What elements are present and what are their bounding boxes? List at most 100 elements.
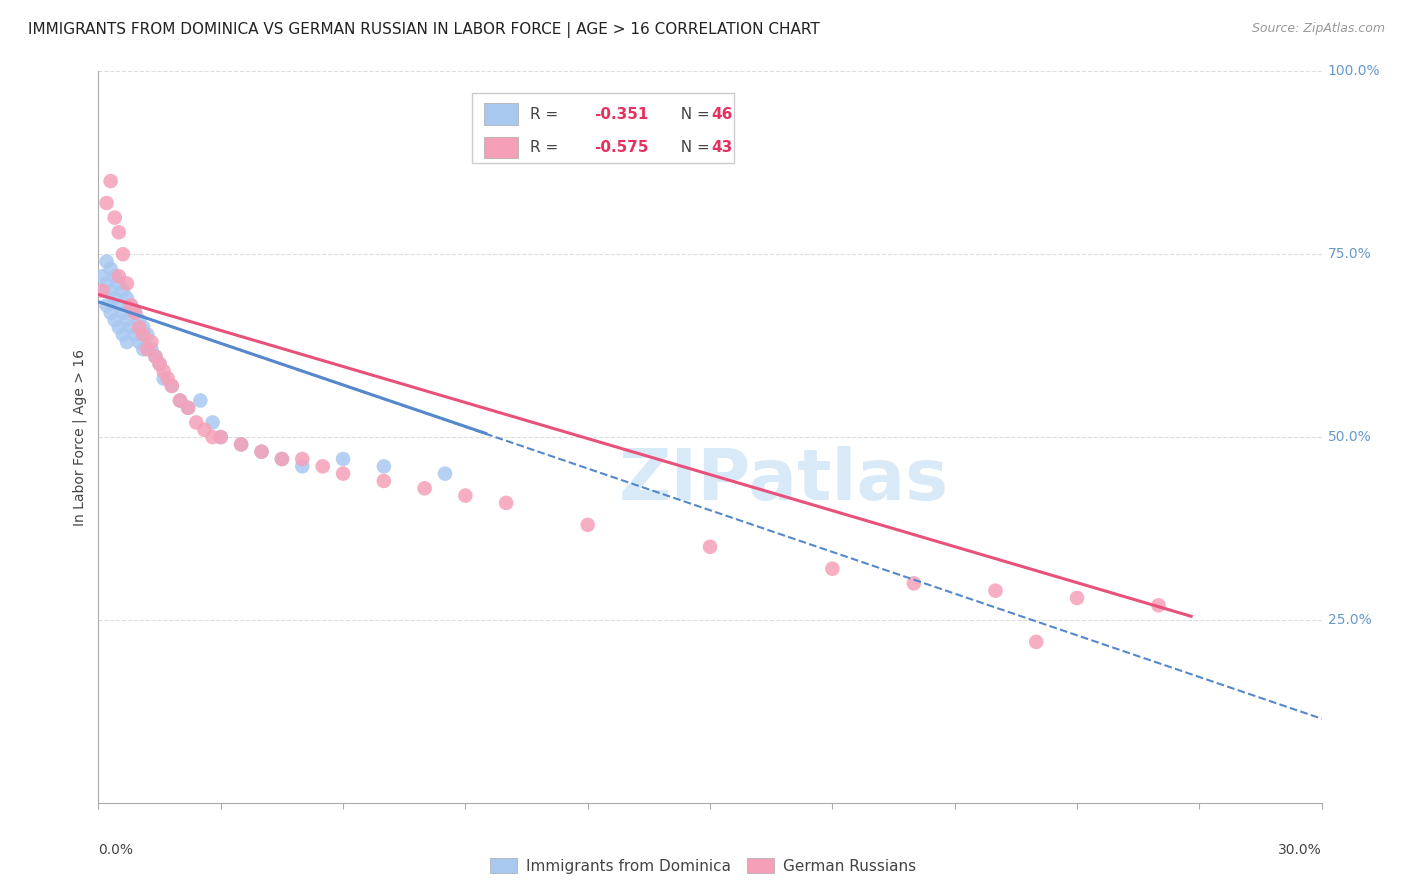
Point (413, 481, 436, 495)
Point (1147, 599, 1170, 613)
Point (96, 254, 118, 268)
Point (96, 277, 118, 291)
Point (495, 496, 517, 510)
Point (149, 357, 172, 371)
Point (373, 474, 395, 488)
Point (100, 306, 122, 320)
Point (124, 306, 146, 320)
FancyBboxPatch shape (484, 103, 517, 125)
Point (291, 452, 314, 467)
Point (145, 350, 167, 364)
Point (903, 576, 925, 591)
Point (152, 371, 174, 385)
Point (250, 444, 273, 458)
Point (128, 334, 150, 349)
Point (152, 364, 174, 378)
Point (984, 583, 1007, 598)
Text: -0.575: -0.575 (593, 140, 648, 155)
Point (373, 459, 395, 474)
Point (576, 517, 599, 532)
Point (250, 444, 273, 458)
Point (115, 291, 138, 305)
Point (193, 423, 215, 437)
Point (231, 437, 253, 451)
Point (108, 298, 131, 312)
Point (821, 562, 844, 576)
Point (270, 452, 294, 467)
Point (332, 452, 354, 467)
Point (115, 277, 138, 291)
Text: R =: R = (530, 107, 564, 121)
Point (454, 489, 477, 503)
Text: ZIPatlas: ZIPatlas (619, 447, 949, 516)
Text: N =: N = (671, 140, 714, 155)
Text: 25.0%: 25.0% (1327, 613, 1371, 627)
Point (136, 343, 159, 357)
Y-axis label: In Labor Force | Age > 16: In Labor Force | Age > 16 (73, 349, 87, 525)
Point (128, 313, 150, 327)
Point (108, 269, 131, 284)
Text: 30.0%: 30.0% (1278, 843, 1322, 857)
Text: R =: R = (530, 140, 564, 155)
Point (111, 284, 134, 298)
Text: 100.0%: 100.0% (1327, 64, 1381, 78)
Point (156, 371, 179, 385)
Text: 75.0%: 75.0% (1327, 247, 1371, 261)
Point (169, 393, 191, 408)
Point (160, 379, 183, 393)
Point (1066, 591, 1088, 605)
Text: -0.351: -0.351 (593, 107, 648, 121)
Point (145, 350, 167, 364)
Point (124, 327, 146, 342)
Point (120, 298, 142, 312)
Point (96, 298, 118, 312)
Point (100, 174, 122, 188)
Point (231, 437, 253, 451)
Point (141, 343, 163, 357)
Point (201, 416, 224, 430)
Text: 0.0%: 0.0% (98, 843, 134, 857)
Text: N =: N = (671, 107, 714, 121)
Point (141, 334, 163, 349)
Point (1025, 635, 1047, 649)
Point (91, 284, 114, 298)
Point (96, 196, 118, 211)
Point (201, 430, 224, 444)
Point (120, 298, 142, 312)
FancyBboxPatch shape (471, 94, 734, 162)
Point (132, 343, 155, 357)
Text: 46: 46 (711, 107, 733, 121)
Point (312, 459, 335, 474)
Point (100, 284, 122, 298)
Point (108, 225, 131, 239)
Point (100, 261, 122, 276)
Point (104, 313, 127, 327)
Text: 43: 43 (711, 140, 733, 155)
Point (111, 247, 134, 261)
Point (160, 379, 183, 393)
Text: IMMIGRANTS FROM DOMINICA VS GERMAN RUSSIAN IN LABOR FORCE | AGE > 16 CORRELATION: IMMIGRANTS FROM DOMINICA VS GERMAN RUSSI… (28, 22, 820, 38)
Legend: Immigrants from Dominica, German Russians: Immigrants from Dominica, German Russian… (484, 852, 922, 880)
Point (104, 269, 127, 284)
Point (188, 393, 212, 408)
Point (120, 320, 142, 334)
Point (434, 467, 457, 481)
Point (124, 306, 146, 320)
Point (177, 401, 200, 415)
Point (699, 540, 721, 554)
Point (209, 430, 232, 444)
Text: 50.0%: 50.0% (1327, 430, 1371, 444)
Point (132, 320, 155, 334)
Point (115, 334, 138, 349)
Point (291, 459, 314, 474)
Point (169, 393, 191, 408)
FancyBboxPatch shape (484, 136, 517, 159)
Point (104, 211, 127, 225)
Point (111, 306, 134, 320)
Point (108, 320, 131, 334)
Point (111, 327, 134, 342)
Point (104, 291, 127, 305)
Text: Source: ZipAtlas.com: Source: ZipAtlas.com (1251, 22, 1385, 36)
Point (149, 357, 172, 371)
Point (132, 327, 155, 342)
